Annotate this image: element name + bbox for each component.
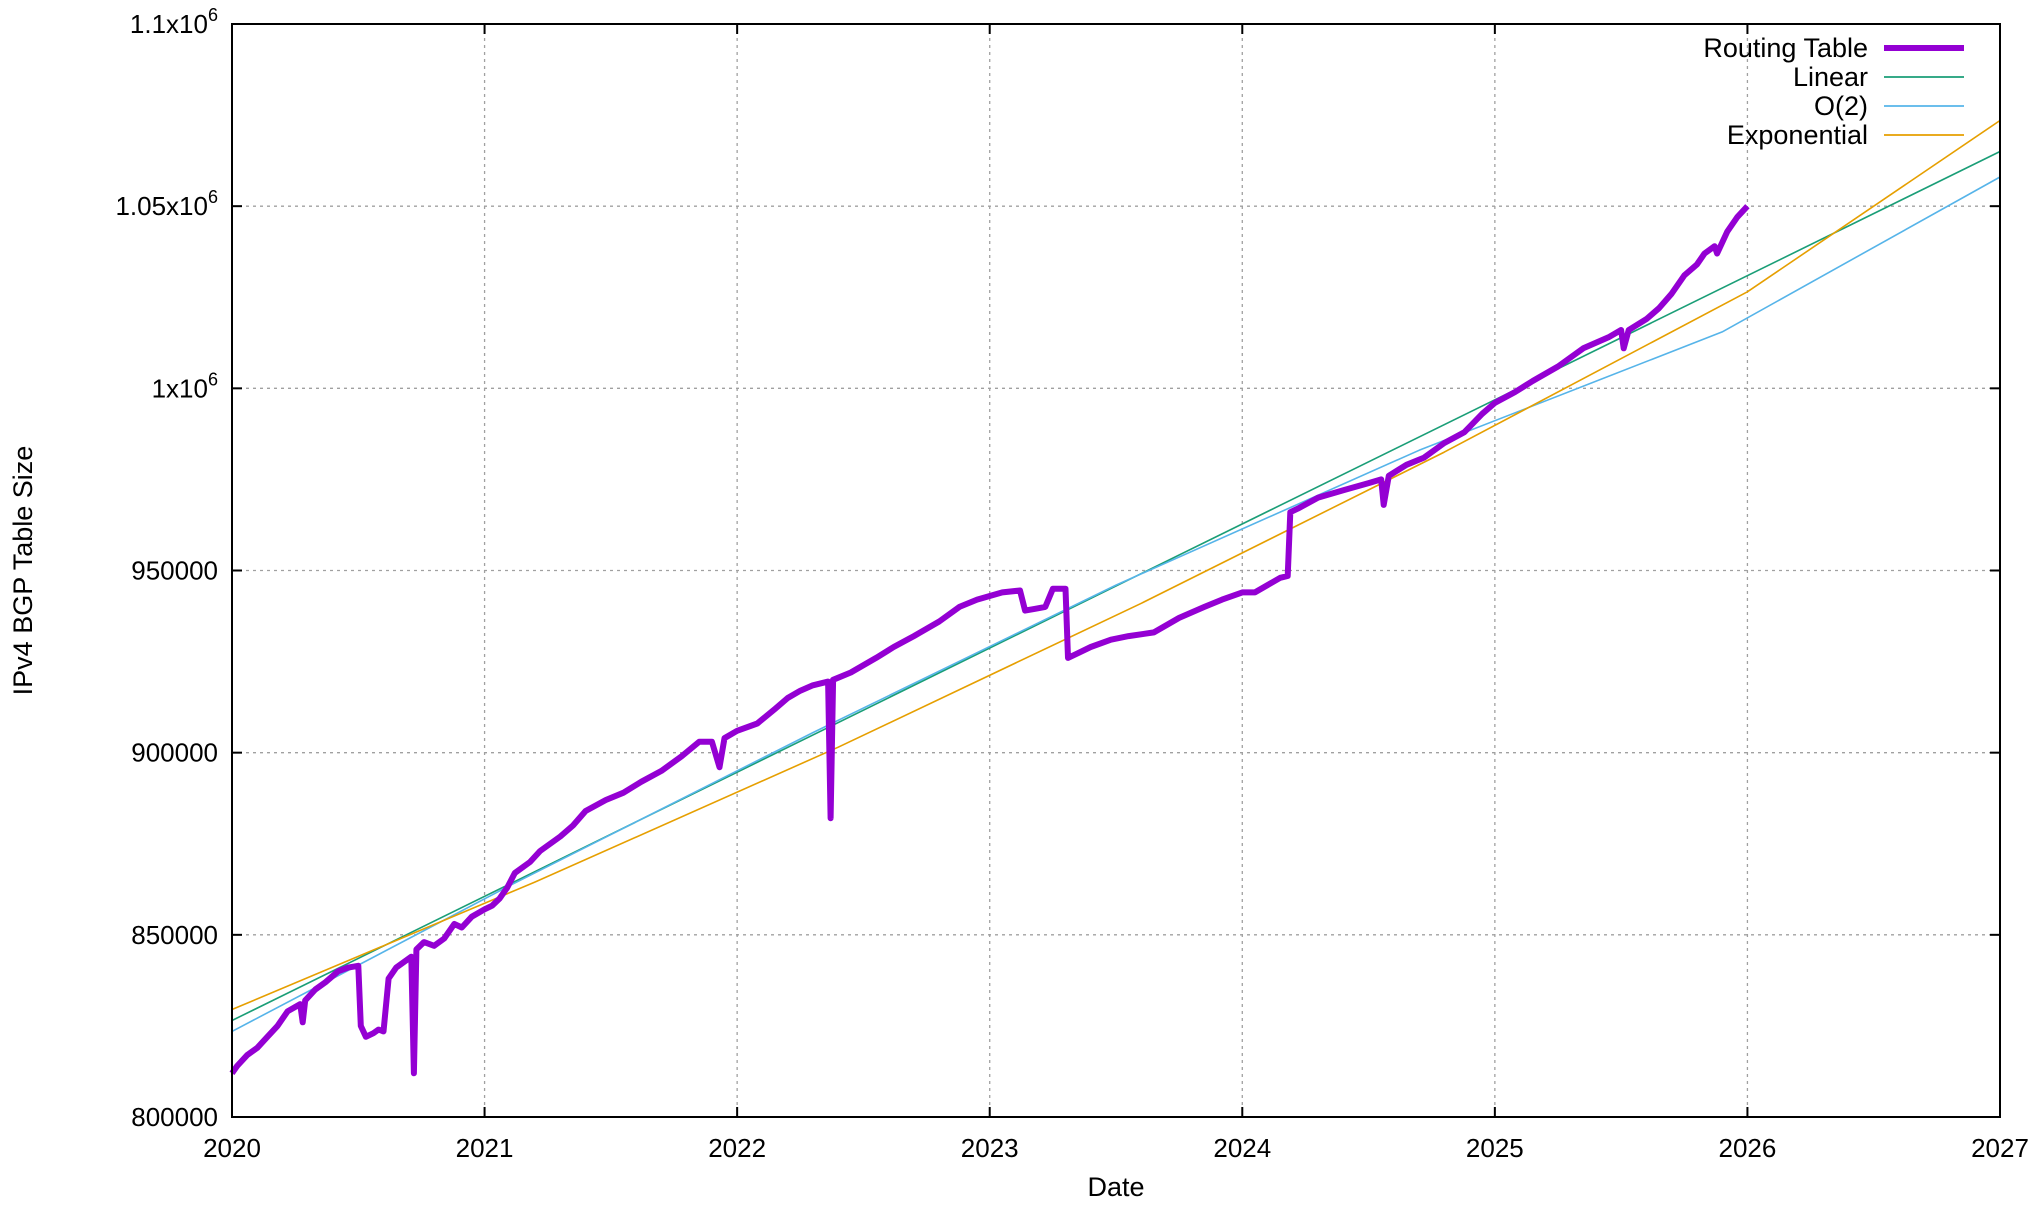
legend-label: O(2)	[1814, 91, 1868, 121]
legend-label: Linear	[1793, 62, 1868, 92]
series-line-routing-table	[229, 204, 1750, 1077]
x-tick-label: 2022	[708, 1133, 766, 1163]
x-axis-title: Date	[1087, 1172, 1144, 1202]
legend-label: Routing Table	[1703, 33, 1868, 63]
y-tick-label-base: 900000	[131, 738, 218, 768]
y-tick-label: 1x106	[152, 369, 218, 403]
x-tick-label: 2026	[1719, 1133, 1777, 1163]
y-tick-label: 900000	[131, 738, 218, 768]
y-tick-label-base: 1.1x10	[130, 9, 208, 39]
y-axis-title: IPv4 BGP Table Size	[8, 446, 38, 696]
x-tick-label: 2020	[203, 1133, 261, 1163]
x-tick-label: 2023	[961, 1133, 1019, 1163]
x-tick-label: 2021	[456, 1133, 514, 1163]
y-tick-label-exponent: 6	[208, 5, 218, 25]
series-line-exponential	[231, 119, 2001, 1011]
y-tick-label-exponent: 6	[208, 187, 218, 207]
grid-lines	[232, 24, 2000, 1117]
y-tick-label: 1.05x106	[115, 187, 218, 221]
series-line-linear	[231, 150, 2001, 1022]
y-tick-label: 1.1x106	[130, 5, 218, 39]
series-lines	[229, 119, 2001, 1077]
x-tick-label: 2027	[1971, 1133, 2029, 1163]
y-tick-label-base: 950000	[131, 556, 218, 586]
legend-label: Exponential	[1727, 120, 1868, 150]
y-tick-label-base: 800000	[131, 1102, 218, 1132]
x-tick-label: 2024	[1213, 1133, 1271, 1163]
axis-ticks: 2020 2021 2022 2023 2024 2025 2026 2027 800000 85…	[115, 5, 2028, 1163]
y-tick-label-exponent: 6	[208, 369, 218, 389]
y-tick-label: 850000	[131, 920, 218, 950]
y-tick-label: 800000	[131, 1102, 218, 1132]
y-tick-label-base: 850000	[131, 920, 218, 950]
y-tick-label: 950000	[131, 556, 218, 586]
y-tick-label-base: 1x10	[152, 373, 208, 403]
y-tick-label-base: 1.05x10	[115, 191, 208, 221]
x-tick-label: 2025	[1466, 1133, 1524, 1163]
